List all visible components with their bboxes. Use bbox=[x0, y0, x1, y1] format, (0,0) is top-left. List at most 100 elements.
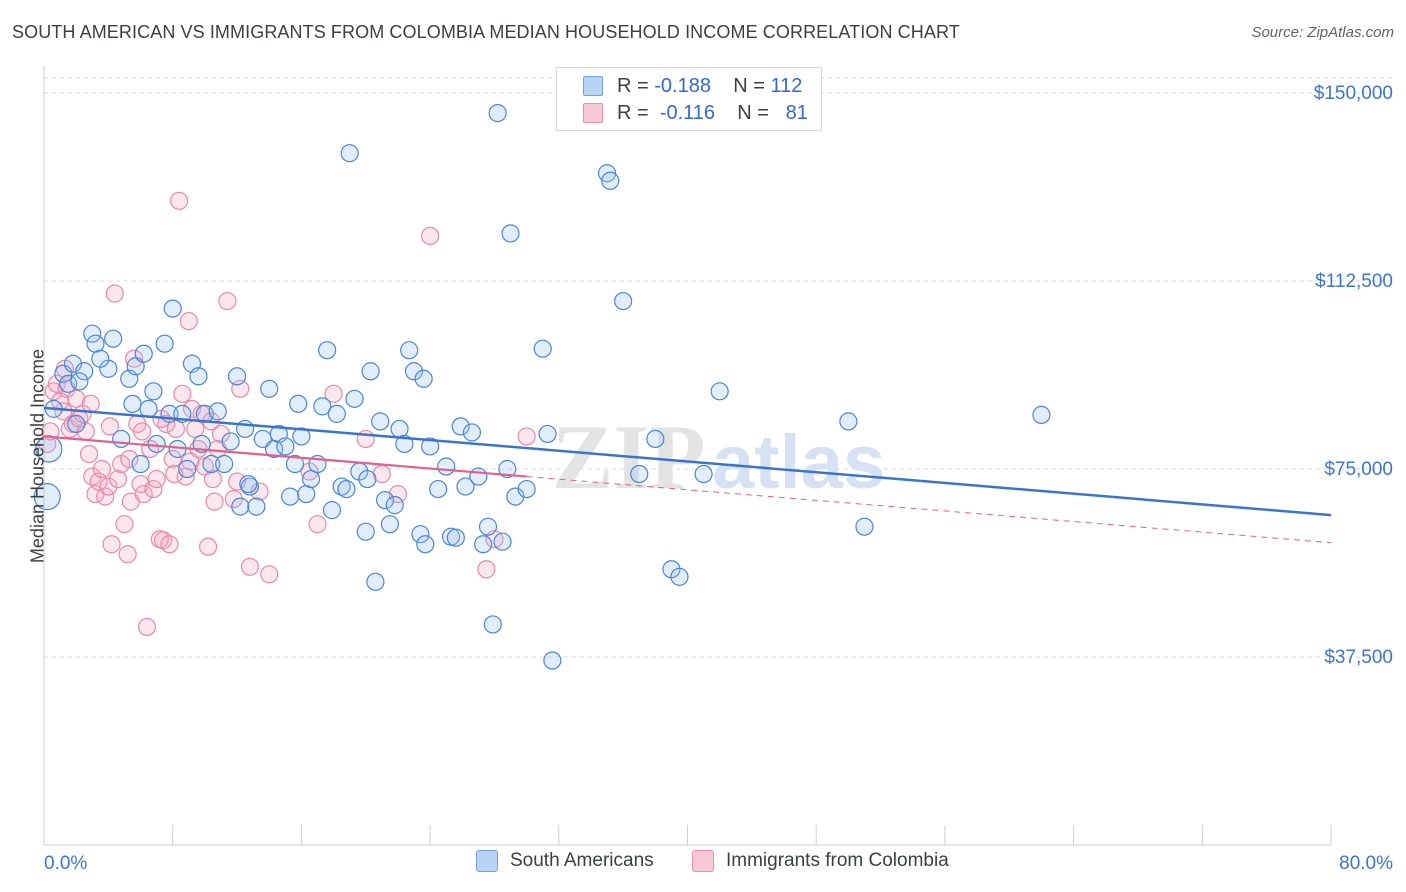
data-point-south-american bbox=[462, 423, 482, 442]
data-point-south-american bbox=[1032, 405, 1051, 424]
series-south-american-points bbox=[33, 103, 1051, 670]
legend-item-colombia: Immigrants from Colombia bbox=[692, 850, 949, 872]
data-point-south-american bbox=[446, 528, 465, 547]
data-point-south-american bbox=[601, 171, 620, 190]
data-point-south-american bbox=[147, 434, 166, 454]
data-point-south-american bbox=[538, 424, 557, 444]
r-value: -0.116 bbox=[659, 101, 716, 124]
data-point-colombia bbox=[224, 489, 243, 509]
legend-swatch-blue bbox=[583, 76, 603, 96]
data-point-south-american bbox=[112, 429, 131, 449]
data-point-south-american bbox=[483, 615, 502, 634]
data-point-south-american bbox=[208, 402, 227, 421]
n-value: 81 bbox=[785, 101, 808, 124]
data-point-south-american bbox=[380, 515, 399, 534]
data-point-south-american bbox=[498, 459, 517, 479]
data-point-south-american bbox=[215, 454, 234, 474]
data-point-south-american bbox=[361, 362, 380, 381]
tick-labels: $37,500 $75,000 $112,500 $150,000 0.0% 80.0% bbox=[44, 83, 1393, 874]
data-point-south-american bbox=[231, 497, 250, 516]
data-point-colombia bbox=[118, 545, 137, 564]
n-label: N = bbox=[733, 74, 765, 97]
data-point-colombia bbox=[99, 477, 118, 496]
data-point-south-american bbox=[474, 535, 493, 554]
data-point-south-american bbox=[517, 479, 536, 499]
y-tick-label: $75,000 bbox=[1324, 459, 1393, 480]
data-point-south-american bbox=[276, 437, 295, 456]
data-point-colombia bbox=[203, 469, 223, 489]
data-point-south-american bbox=[469, 467, 488, 486]
data-point-south-american bbox=[75, 362, 94, 381]
data-point-south-american bbox=[289, 394, 308, 413]
legend-label: South Americans bbox=[510, 850, 654, 871]
data-point-south-american bbox=[131, 454, 150, 474]
data-point-colombia bbox=[186, 419, 205, 439]
data-point-colombia bbox=[105, 284, 124, 303]
data-point-south-american bbox=[839, 412, 858, 431]
data-point-south-american bbox=[104, 329, 123, 348]
r-label: R = bbox=[617, 101, 649, 124]
data-point-south-american bbox=[313, 397, 332, 416]
data-point-south-american bbox=[358, 469, 377, 489]
watermark-atlas: atlas bbox=[712, 420, 885, 505]
data-point-colombia bbox=[240, 557, 260, 576]
data-point-colombia bbox=[205, 492, 224, 511]
legend-swatch-pink bbox=[583, 103, 603, 123]
data-point-south-american bbox=[123, 394, 142, 413]
data-point-colombia bbox=[160, 535, 179, 554]
legend-swatch-blue bbox=[476, 850, 498, 872]
data-point-colombia bbox=[96, 487, 115, 506]
data-point-south-american bbox=[375, 491, 395, 510]
data-point-colombia bbox=[517, 427, 536, 446]
legend-swatch-pink bbox=[692, 850, 714, 872]
y-tick-label: $37,500 bbox=[1324, 647, 1393, 668]
data-point-south-american bbox=[488, 103, 507, 123]
data-point-south-american bbox=[260, 379, 279, 398]
data-point-colombia bbox=[133, 422, 152, 441]
data-point-colombia bbox=[179, 312, 198, 331]
data-point-colombia bbox=[124, 349, 144, 368]
data-point-south-american bbox=[155, 334, 174, 353]
data-point-south-american bbox=[178, 459, 197, 479]
data-point-south-american bbox=[239, 474, 258, 494]
data-point-south-american bbox=[478, 517, 498, 536]
data-point-south-american bbox=[456, 477, 475, 496]
data-point-colombia bbox=[108, 469, 128, 489]
data-point-south-american bbox=[429, 479, 448, 499]
data-point-colombia bbox=[477, 560, 496, 579]
data-point-south-american bbox=[134, 344, 153, 363]
data-point-colombia bbox=[198, 537, 218, 556]
data-point-south-american bbox=[437, 457, 456, 476]
data-point-south-american bbox=[318, 341, 337, 360]
data-point-south-american bbox=[322, 501, 342, 520]
data-point-south-american bbox=[400, 341, 419, 360]
stats-row-south-american: R = -0.188 N = 112 bbox=[583, 73, 802, 99]
data-point-south-american bbox=[414, 369, 433, 388]
trend-line-colombia-extrapolated bbox=[526, 476, 1332, 544]
data-point-colombia bbox=[92, 459, 112, 479]
data-point-south-american bbox=[630, 464, 649, 484]
data-point-south-american bbox=[710, 382, 729, 401]
data-point-south-american bbox=[385, 496, 404, 515]
data-point-south-american bbox=[189, 367, 208, 386]
data-point-colombia bbox=[102, 535, 121, 554]
axes bbox=[43, 66, 1332, 846]
data-point-colombia bbox=[163, 449, 182, 469]
data-point-south-american bbox=[345, 389, 364, 408]
data-point-colombia bbox=[144, 479, 163, 499]
trend-lines bbox=[43, 406, 1332, 544]
data-point-south-american bbox=[411, 525, 430, 544]
data-point-colombia bbox=[147, 469, 166, 489]
data-point-south-american bbox=[501, 224, 520, 243]
data-point-colombia bbox=[260, 565, 279, 584]
data-point-south-american bbox=[292, 427, 311, 446]
data-point-south-american bbox=[356, 522, 375, 541]
data-point-south-american bbox=[247, 497, 266, 516]
data-point-south-american bbox=[202, 454, 221, 474]
data-point-south-american bbox=[297, 484, 316, 504]
data-point-south-american bbox=[533, 339, 552, 358]
data-point-south-american bbox=[281, 487, 300, 506]
n-value: 112 bbox=[770, 74, 803, 97]
data-point-south-american bbox=[144, 382, 163, 401]
